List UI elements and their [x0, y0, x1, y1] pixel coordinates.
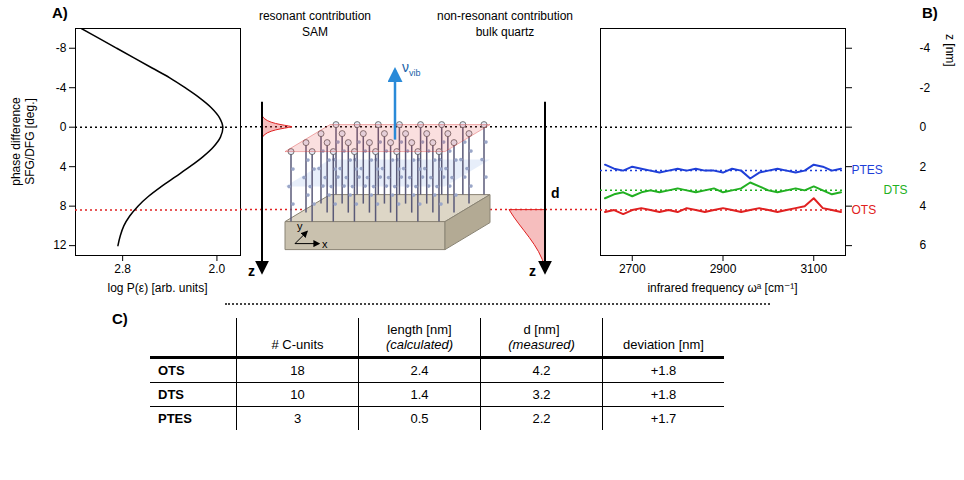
html-text:+1.7: +1.7 — [650, 411, 677, 426]
svg-text:bulk quartz: bulk quartz — [476, 25, 535, 39]
svg-text:log P(ε) [arb. units]: log P(ε) [arb. units] — [107, 281, 207, 295]
svg-text:-4: -4 — [920, 41, 931, 55]
html-text:+1.8: +1.8 — [650, 387, 677, 402]
html-text:C): C) — [112, 310, 128, 327]
svg-text:νvib: νvib — [402, 59, 421, 78]
svg-text:-4: -4 — [56, 81, 67, 95]
html-text:(measured): (measured) — [508, 337, 575, 352]
html-text:+1.8: +1.8 — [650, 363, 677, 378]
svg-text:OTS: OTS — [852, 203, 877, 217]
svg-text:-2: -2 — [920, 81, 931, 95]
svg-text:phase differenceSFG/DFG [deg.]: phase differenceSFG/DFG [deg.] — [9, 97, 37, 186]
svg-text:8: 8 — [60, 199, 67, 213]
svg-text:2: 2 — [920, 160, 927, 174]
html-text:0.5: 0.5 — [410, 411, 429, 426]
html-text:3.2: 3.2 — [532, 387, 551, 402]
svg-text:-8: -8 — [56, 41, 67, 55]
svg-text:PTES: PTES — [852, 163, 883, 177]
svg-text:SAM: SAM — [302, 25, 328, 39]
svg-text:non-resonant contribution: non-resonant contribution — [437, 9, 573, 23]
html-text:(calculated): (calculated) — [385, 337, 454, 352]
svg-text:2900: 2900 — [710, 262, 737, 276]
html-text:2.2: 2.2 — [532, 411, 551, 426]
html-text:4.2: 4.2 — [532, 363, 551, 378]
svg-text:3100: 3100 — [800, 262, 827, 276]
svg-text:d: d — [551, 185, 560, 201]
svg-text:2700: 2700 — [619, 262, 646, 276]
html-text:18: 18 — [290, 363, 305, 378]
svg-text:4: 4 — [60, 160, 67, 174]
svg-text:x: x — [322, 238, 328, 250]
html-text:DTS: DTS — [158, 387, 184, 402]
html-text:length [nm]: length [nm] — [387, 322, 452, 337]
html-text:3: 3 — [293, 411, 302, 426]
svg-text:2.0: 2.0 — [209, 262, 226, 276]
html-text:10: 10 — [290, 387, 305, 402]
html-text:1.4: 1.4 — [410, 387, 429, 402]
svg-text:4: 4 — [920, 199, 927, 213]
svg-text:6: 6 — [920, 238, 927, 252]
html-text:d [nm]: d [nm] — [523, 322, 560, 337]
svg-text:B): B) — [922, 4, 938, 21]
svg-text:A): A) — [52, 4, 68, 21]
html-text:deviation [nm]: deviation [nm] — [623, 337, 704, 352]
html-text:OTS: OTS — [158, 363, 185, 378]
svg-text:DTS: DTS — [884, 183, 908, 197]
svg-text:0: 0 — [60, 120, 67, 134]
svg-text:12: 12 — [53, 238, 67, 252]
svg-text:z: z — [529, 263, 536, 279]
svg-text:0: 0 — [920, 120, 927, 134]
html-text:# C-units: # C-units — [271, 337, 324, 352]
svg-text:z: z — [248, 263, 255, 279]
svg-text:2.8: 2.8 — [114, 262, 131, 276]
svg-text:resonant contribution: resonant contribution — [259, 9, 371, 23]
svg-text:z [nm]: z [nm] — [943, 34, 957, 67]
html-text:2.4: 2.4 — [410, 363, 429, 378]
svg-text:infrared frequency ωᵃ [cm⁻¹]: infrared frequency ωᵃ [cm⁻¹] — [647, 281, 797, 295]
svg-text:y: y — [297, 220, 303, 232]
html-text:PTES: PTES — [158, 411, 192, 426]
